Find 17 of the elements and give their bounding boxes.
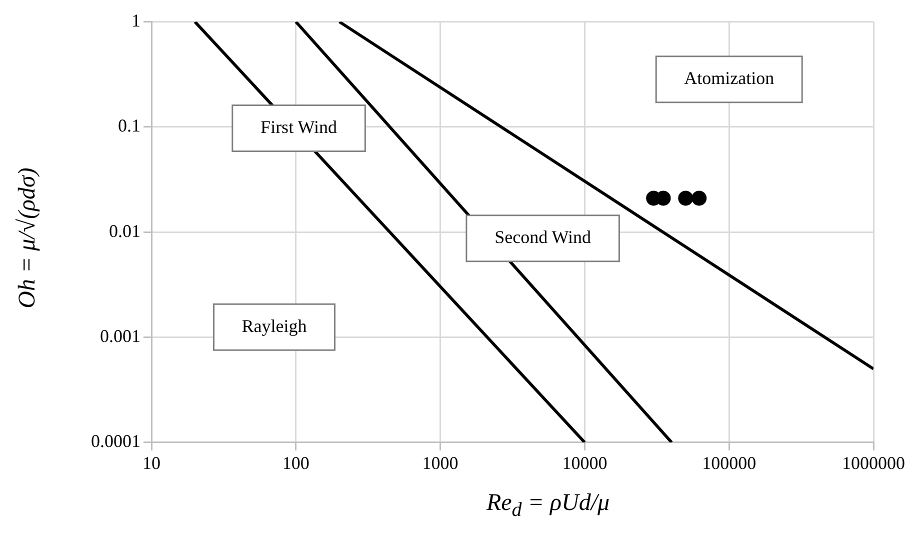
annotation: Rayleigh xyxy=(242,316,307,336)
x-axis-title: Re$_{d}$ = ρUd/μ xyxy=(485,490,611,522)
annotation: Atomization xyxy=(684,68,774,88)
y-tick-label: 0.0001 xyxy=(91,431,140,452)
x-tick-label: 1000000 xyxy=(842,452,905,473)
y-tick-label: 1 xyxy=(132,10,140,31)
y-tick-label: 0.001 xyxy=(100,326,140,346)
x-tick-label: 10000 xyxy=(562,452,608,473)
x-tick-label: 100000 xyxy=(702,452,756,473)
y-tick-label: 0.1 xyxy=(118,116,140,136)
y-axis-title: Oh = μ/√(ρdσ) xyxy=(14,168,42,308)
x-tick-label: 10 xyxy=(142,452,160,473)
y-tick-label: 0.01 xyxy=(109,220,140,241)
x-tick-label: 100 xyxy=(282,452,310,473)
annotation: First Wind xyxy=(260,116,338,137)
annotation: Second Wind xyxy=(494,227,592,248)
x-tick-label: 1000 xyxy=(422,452,458,473)
